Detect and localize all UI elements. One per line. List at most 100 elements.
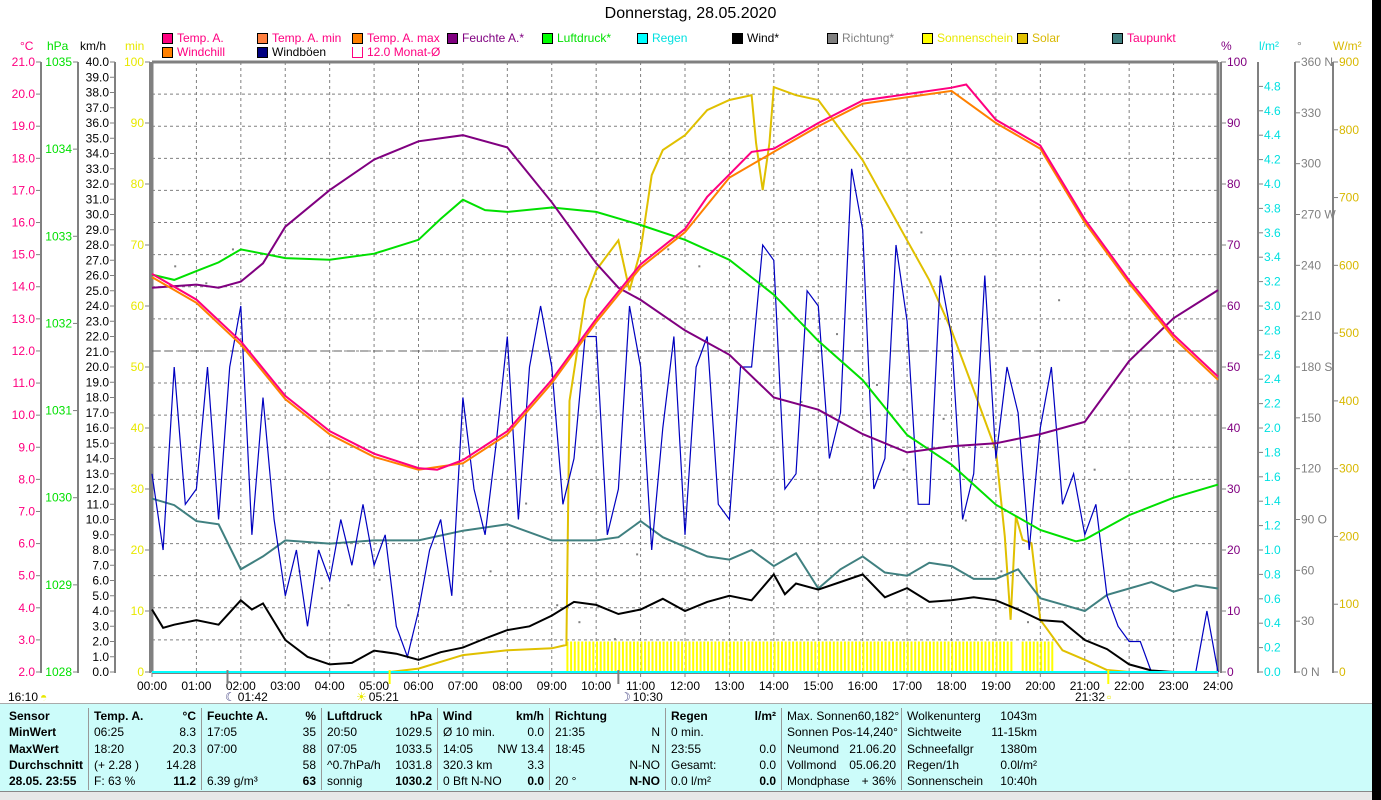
- kmh-tick-label: 0.0: [92, 665, 109, 679]
- rain-tick-label: 0.0: [1264, 665, 1281, 679]
- stats-label: 0.0 l/m²: [671, 774, 712, 789]
- stats-value: l/m²: [754, 709, 776, 723]
- direction-point: [613, 638, 616, 641]
- kmh-tick-label: 29.0: [86, 223, 110, 237]
- temp-tick-label: 19.0: [12, 119, 36, 133]
- rain-tick-label: 0.2: [1264, 641, 1281, 655]
- stats-value: 58: [302, 757, 316, 772]
- stats-row: F: 63 % 11.2: [94, 773, 196, 789]
- direction-point: [267, 417, 270, 420]
- marker-time: 10:30: [632, 690, 663, 704]
- hpa-tick-label: 1029: [45, 578, 72, 592]
- wm2-tick-label: 200: [1339, 529, 1359, 543]
- temp-tick-label: 5.0: [18, 569, 35, 583]
- stats-label: Sonnenschein: [907, 774, 984, 789]
- stats-row: Mondphase + 36%: [787, 773, 896, 789]
- kmh-tick-label: 2.0: [92, 635, 109, 649]
- rain-tick-label: 0.4: [1264, 616, 1281, 630]
- stats-row: 07:05 1033.5: [327, 741, 432, 757]
- direction-point: [1058, 299, 1061, 302]
- direction-point: [347, 604, 350, 607]
- rain-tick-label: 3.2: [1264, 275, 1281, 289]
- x-tick-label: 13:00: [714, 679, 744, 693]
- stats-value: 60,182°: [857, 709, 900, 723]
- legend-swatch: [257, 46, 268, 58]
- stats-row: Max. Sonnen 60,182°: [787, 708, 899, 724]
- x-tick-label: 12:00: [670, 679, 700, 693]
- stats-value: 0.0: [759, 741, 776, 756]
- chart-title: Donnerstag, 28.05.2020: [604, 5, 777, 22]
- kmh-tick-label: 27.0: [86, 253, 110, 267]
- stats-label: MaxWert: [9, 741, 59, 756]
- stats-label: Sichtweite: [907, 725, 962, 740]
- legend-swatch: [827, 32, 838, 44]
- hpa-tick-label: 1030: [45, 491, 72, 505]
- stats-row: MinWert: [9, 724, 83, 740]
- rain-tick-label: 4.2: [1264, 153, 1281, 167]
- stats-value: 1031.8: [395, 757, 432, 772]
- kmh-tick-label: 20.0: [86, 360, 110, 374]
- x-tick-label: 23:00: [1159, 679, 1189, 693]
- direction-point: [174, 265, 177, 268]
- direction-point: [1000, 570, 1003, 573]
- stats-label: MinWert: [9, 725, 57, 740]
- min-unit: min: [125, 39, 145, 53]
- legend-label: Solar: [1032, 31, 1061, 45]
- stats-row: Vollmond 05.06.20: [787, 757, 896, 773]
- legend-item: Wind*: [732, 31, 779, 45]
- direction-point: [964, 519, 967, 522]
- rain-tick-label: 2.6: [1264, 348, 1281, 362]
- stats-value: 10:40h: [1000, 774, 1037, 789]
- direction-point: [760, 282, 763, 285]
- direction-point: [942, 417, 945, 420]
- rain-tick-label: 2.0: [1264, 421, 1281, 435]
- deg-tick-label: 150: [1301, 411, 1321, 425]
- stats-label: Durchschnitt: [9, 757, 84, 772]
- stats-value: N-NO: [629, 757, 660, 772]
- kmh-tick-label: 13.0: [86, 467, 110, 481]
- stats-value: km/h: [515, 709, 544, 723]
- stats-value: N-NO: [629, 774, 660, 789]
- x-tick-label: 16:00: [848, 679, 878, 693]
- x-tick-label: 10:00: [581, 679, 611, 693]
- direction-point: [920, 231, 923, 234]
- kmh-tick-label: 39.0: [86, 70, 110, 84]
- stats-label: F: 63 %: [94, 774, 136, 789]
- kmh-unit: km/h: [80, 39, 107, 53]
- legend-item: Sonnenschein: [922, 31, 1013, 45]
- wm2-unit: W/m²: [1333, 39, 1362, 53]
- legend-swatch: [162, 32, 173, 44]
- direction-point: [800, 400, 803, 403]
- hpa-unit: hPa: [47, 39, 69, 53]
- stats-label: Regen: [671, 709, 708, 723]
- pct-tick-label: 50: [1227, 360, 1241, 374]
- temp-unit: °C: [20, 39, 34, 53]
- legend-swatch: [542, 32, 553, 44]
- stats-label: 07:00: [207, 741, 238, 756]
- rain-tick-label: 1.4: [1264, 494, 1281, 508]
- temp-tick-label: 14.0: [12, 280, 36, 294]
- kmh-tick-label: 1.0: [92, 650, 109, 664]
- temp-tick-label: 2.0: [18, 665, 35, 679]
- kmh-tick-label: 6.0: [92, 574, 109, 588]
- rain-tick-label: 0.6: [1264, 592, 1281, 606]
- legend-item: Feuchte A.*: [447, 31, 524, 45]
- stats-value: 11.2: [173, 774, 196, 789]
- min-tick-label: 40: [131, 421, 145, 435]
- legend-item: 12.0 Monat-Ø: [352, 45, 440, 59]
- pct-tick-label: 90: [1227, 116, 1241, 130]
- x-tick-label: 22:00: [1114, 679, 1144, 693]
- direction-point: [525, 502, 528, 505]
- legend-item: Taupunkt: [1112, 31, 1176, 45]
- stats-value: 8.3: [179, 725, 196, 740]
- wm2-tick-label: 0: [1339, 665, 1346, 679]
- kmh-tick-label: 28.0: [86, 238, 110, 252]
- legend-item: Richtung*: [827, 31, 894, 45]
- kmh-tick-label: 8.0: [92, 543, 109, 557]
- legend-label: Luftdruck*: [557, 31, 612, 45]
- x-tick-label: 19:00: [981, 679, 1011, 693]
- stats-row: Sonnen Pos -14,240°: [787, 724, 898, 740]
- kmh-tick-label: 10.0: [86, 513, 110, 527]
- series-windchill: [151, 89, 1219, 471]
- x-tick-label: 01:00: [181, 679, 211, 693]
